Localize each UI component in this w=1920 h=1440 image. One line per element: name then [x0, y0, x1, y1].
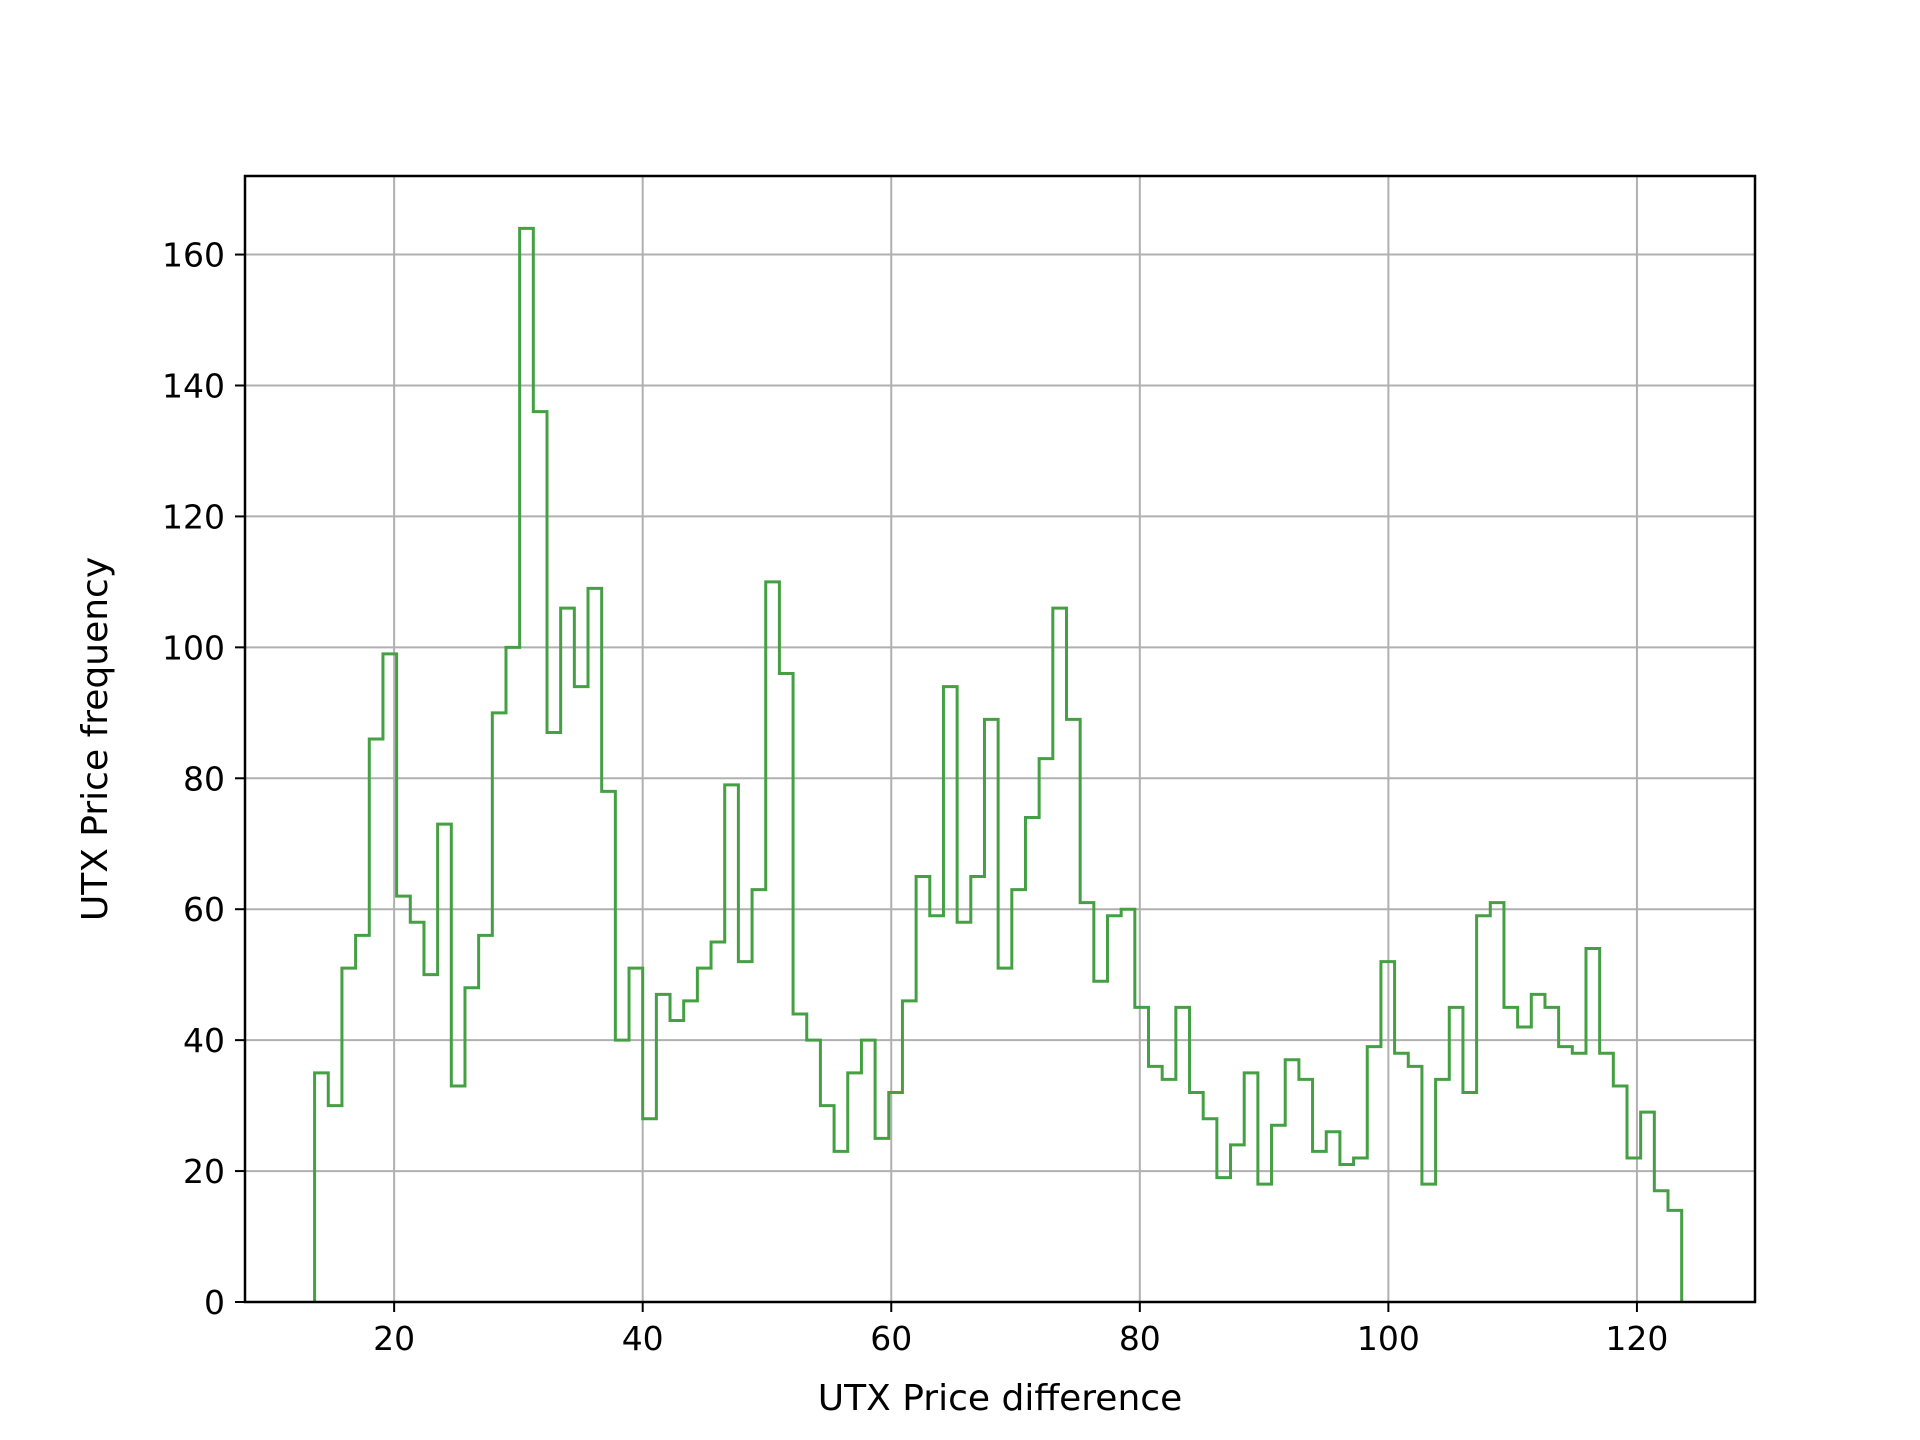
y-tick-label: 0: [204, 1283, 225, 1322]
y-tick-label: 20: [183, 1152, 225, 1191]
y-tick-label: 60: [183, 890, 225, 929]
grid: [245, 176, 1755, 1303]
x-tick-label: 40: [622, 1319, 664, 1358]
x-tick-label: 100: [1357, 1319, 1420, 1358]
y-tick-label: 160: [162, 236, 225, 275]
x-tick-label: 20: [373, 1319, 415, 1358]
y-tick-label: 140: [162, 366, 225, 405]
y-axis-label: UTX Price frequency: [75, 557, 116, 921]
histogram-step-line: [313, 226, 1684, 1302]
plot-area-frame: [243, 174, 1757, 1304]
x-tick-label: 80: [1119, 1319, 1161, 1358]
axis-ticks: 20 40 60 80 100 120 0 20 40 60 80 100 120 140 160: [162, 236, 1668, 1358]
y-tick-label: 80: [183, 759, 225, 798]
y-tick-label: 40: [183, 1021, 225, 1060]
y-tick-label: 120: [162, 497, 225, 536]
x-tick-label: 60: [870, 1319, 912, 1358]
x-axis-label: UTX Price difference: [818, 1378, 1182, 1419]
x-tick-label: 120: [1605, 1319, 1668, 1358]
y-tick-label: 100: [162, 628, 225, 667]
